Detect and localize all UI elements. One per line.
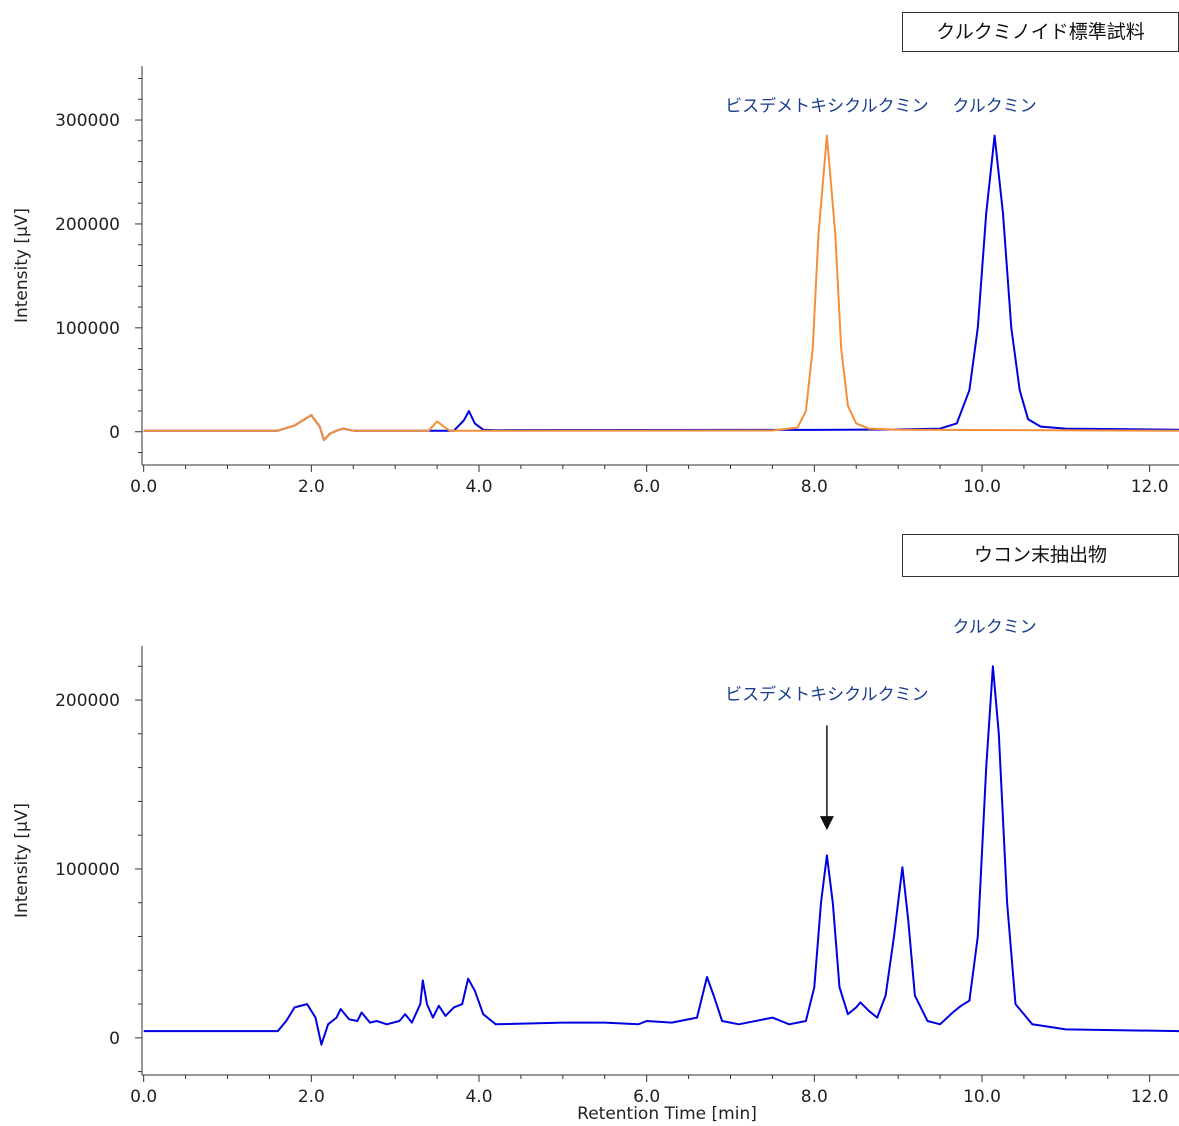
y-tick-label: 200000 xyxy=(55,215,120,235)
x-tick-label: 4.0 xyxy=(465,1087,492,1107)
x-tick-label: 12.0 xyxy=(1131,1087,1169,1107)
x-tick-label: 6.0 xyxy=(633,1087,660,1107)
x-tick-label: 0.0 xyxy=(130,477,157,497)
y-tick-label: 300000 xyxy=(55,111,120,131)
series-line-0 xyxy=(143,134,1179,442)
panel-standard-sample: 0.0 2.0 4.0 6.0 8.0 10.0 12.0 0 100000 200000 3000… xyxy=(12,66,1179,497)
arrow-head xyxy=(819,816,834,831)
x-tick-label: 2.0 xyxy=(298,1087,325,1107)
series-line-1 xyxy=(143,134,1179,442)
title-box-standard: クルクミノイド標準試料 xyxy=(902,12,1179,52)
y-tick-label: 200000 xyxy=(55,691,120,711)
x-tick-label: 0.0 xyxy=(130,1087,157,1107)
x-tick-label: 2.0 xyxy=(298,477,325,497)
y-tick-label: 0 xyxy=(109,1029,120,1049)
x-tick-label: 10.0 xyxy=(963,477,1001,497)
x-tick-label: 6.0 xyxy=(633,477,660,497)
x-tick-label: 4.0 xyxy=(465,477,492,497)
y-axis-label: Intensity [µV] xyxy=(12,208,32,323)
peak-annotation: クルクミン xyxy=(952,617,1037,637)
peak-annotation: ビスデメトキシクルクミン xyxy=(725,96,929,117)
panel-turmeric-extract: 0.0 2.0 4.0 6.0 8.0 10.0 12.0 0 100000 200000 Inte… xyxy=(12,617,1179,1124)
title-box-extract: ウコン末抽出物 xyxy=(902,534,1179,577)
y-axis-label: Intensity [µV] xyxy=(12,803,32,918)
x-tick-label: 8.0 xyxy=(801,1087,828,1107)
x-tick-label: 8.0 xyxy=(801,477,828,497)
x-tick-label: 10.0 xyxy=(963,1087,1001,1107)
x-axis-label: Retention Time [min] xyxy=(577,1104,757,1124)
y-tick-label: 0 xyxy=(109,423,120,443)
series-line-0 xyxy=(143,665,1179,1046)
y-tick-label: 100000 xyxy=(55,319,120,339)
peak-annotation: クルクミン xyxy=(952,97,1037,117)
peak-annotation: ビスデメトキシクルクミン xyxy=(725,684,929,705)
y-tick-label: 100000 xyxy=(55,860,120,880)
x-tick-label: 12.0 xyxy=(1131,477,1169,497)
